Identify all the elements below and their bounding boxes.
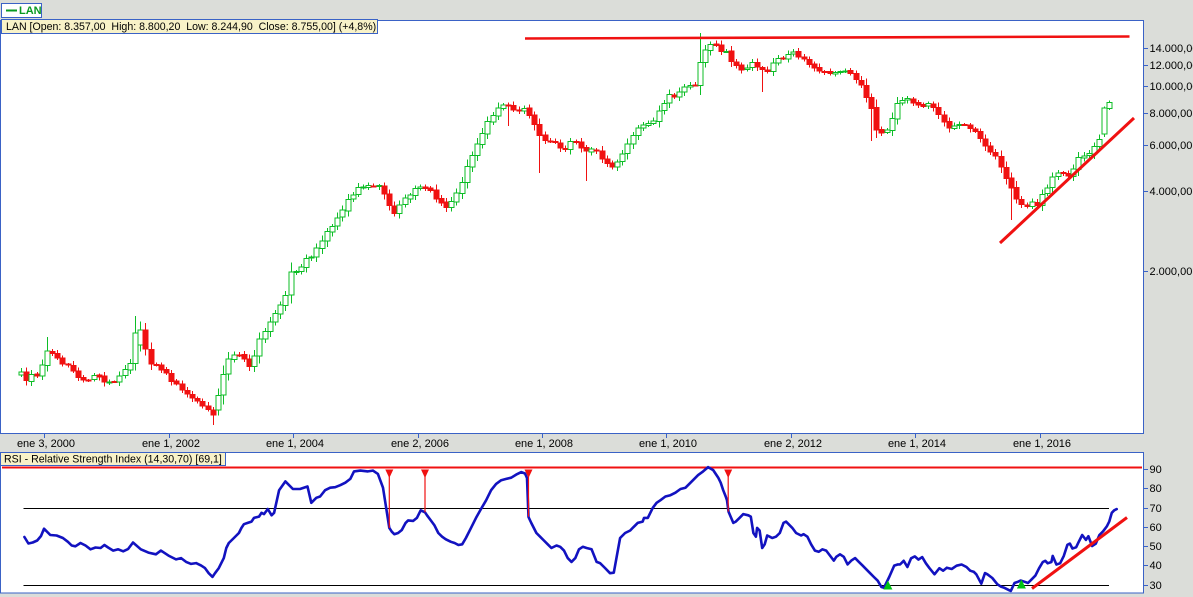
svg-text:10.000,00: 10.000,00 [1150, 81, 1193, 93]
svg-text:ene 1, 2008: ene 1, 2008 [515, 438, 573, 450]
svg-text:LAN: LAN [19, 5, 42, 17]
svg-text:30: 30 [1150, 580, 1162, 592]
svg-text:ene 1, 2010: ene 1, 2010 [639, 438, 697, 450]
svg-text:80: 80 [1150, 483, 1162, 495]
svg-text:60: 60 [1150, 522, 1162, 534]
svg-text:6.000,00: 6.000,00 [1150, 140, 1193, 152]
svg-text:ene 3, 2000: ene 3, 2000 [17, 438, 75, 450]
svg-text:14.000,00: 14.000,00 [1150, 43, 1193, 55]
svg-text:12.000,00: 12.000,00 [1150, 60, 1193, 72]
svg-text:ene 1, 2016: ene 1, 2016 [1013, 438, 1071, 450]
svg-text:RSI - Relative Strength Index: RSI - Relative Strength Index (14,30,70)… [4, 454, 222, 466]
svg-text:4.000,00: 4.000,00 [1150, 186, 1193, 198]
svg-text:70: 70 [1150, 503, 1162, 515]
svg-text:ene 1, 2014: ene 1, 2014 [888, 438, 946, 450]
svg-text:ene 2, 2012: ene 2, 2012 [764, 438, 822, 450]
svg-text:90: 90 [1150, 464, 1162, 476]
svg-text:LAN [Open: 8.357,00 High: 8.8: LAN [Open: 8.357,00 High: 8.800,20 Low: … [6, 21, 376, 33]
svg-text:2.000,00: 2.000,00 [1150, 266, 1193, 278]
svg-text:ene 1, 2004: ene 1, 2004 [266, 438, 324, 450]
svg-text:50: 50 [1150, 541, 1162, 553]
svg-text:ene 2, 2006: ene 2, 2006 [391, 438, 449, 450]
svg-text:ene 1, 2002: ene 1, 2002 [142, 438, 200, 450]
svg-text:8.000,00: 8.000,00 [1150, 108, 1193, 120]
svg-text:40: 40 [1150, 560, 1162, 572]
